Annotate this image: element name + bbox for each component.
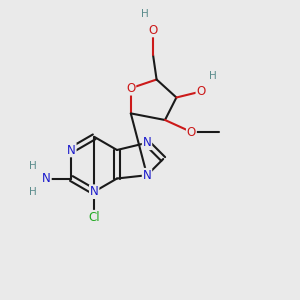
Text: N: N	[142, 136, 152, 149]
Text: H: H	[28, 187, 36, 197]
Text: O: O	[196, 85, 206, 98]
Text: O: O	[148, 23, 158, 37]
Text: H: H	[28, 160, 36, 171]
Text: Cl: Cl	[88, 211, 100, 224]
Text: H: H	[141, 9, 148, 20]
Text: H: H	[209, 70, 217, 81]
Text: N: N	[142, 169, 152, 182]
Text: O: O	[187, 125, 196, 139]
Text: N: N	[90, 185, 99, 198]
Text: N: N	[67, 143, 76, 157]
Text: O: O	[126, 82, 135, 95]
Text: N: N	[42, 172, 51, 185]
